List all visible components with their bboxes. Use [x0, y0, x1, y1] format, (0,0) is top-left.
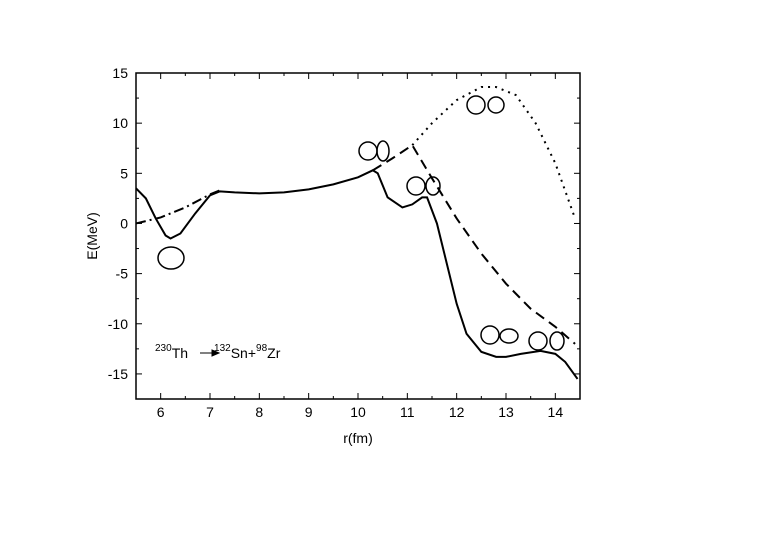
arrow	[200, 349, 221, 357]
y-tick-label: 0	[120, 215, 128, 231]
y-tick-label: -10	[108, 316, 128, 332]
mass: 98	[256, 343, 268, 354]
x-tick-label: 12	[449, 404, 465, 420]
y-tick-label: 15	[112, 65, 128, 81]
x-tick-label: 14	[548, 404, 564, 420]
x-tick-label: 7	[206, 404, 214, 420]
y-tick-label: 5	[120, 165, 128, 181]
plot-frame	[135, 72, 581, 400]
x-tick-label: 10	[350, 404, 366, 420]
nucleus: Th	[172, 345, 188, 361]
x-tick-label: 13	[498, 404, 514, 420]
nucleus: Zr	[267, 345, 281, 361]
mass: 132	[214, 343, 231, 354]
x-tick-label: 9	[305, 404, 313, 420]
y-tick-label: 10	[112, 115, 128, 131]
series-line	[135, 189, 221, 225]
x-tick-label: 8	[255, 404, 263, 420]
y-axis-label: E(MeV)	[84, 212, 100, 259]
x-axis-label: r(fm)	[343, 430, 373, 446]
x-tick-label: 6	[157, 404, 165, 420]
series-line	[372, 143, 576, 345]
x-tick-label: 11	[400, 404, 415, 420]
series-line	[411, 86, 577, 219]
mass: 230	[155, 343, 172, 354]
shape-icons	[157, 95, 565, 351]
y-tick-label: -15	[108, 366, 128, 382]
nucleus: Sn+	[231, 345, 256, 361]
y-tick-label: -5	[116, 266, 129, 282]
series-line	[135, 169, 579, 380]
reaction-label: 230Th 132Sn+98Zr	[155, 343, 281, 361]
